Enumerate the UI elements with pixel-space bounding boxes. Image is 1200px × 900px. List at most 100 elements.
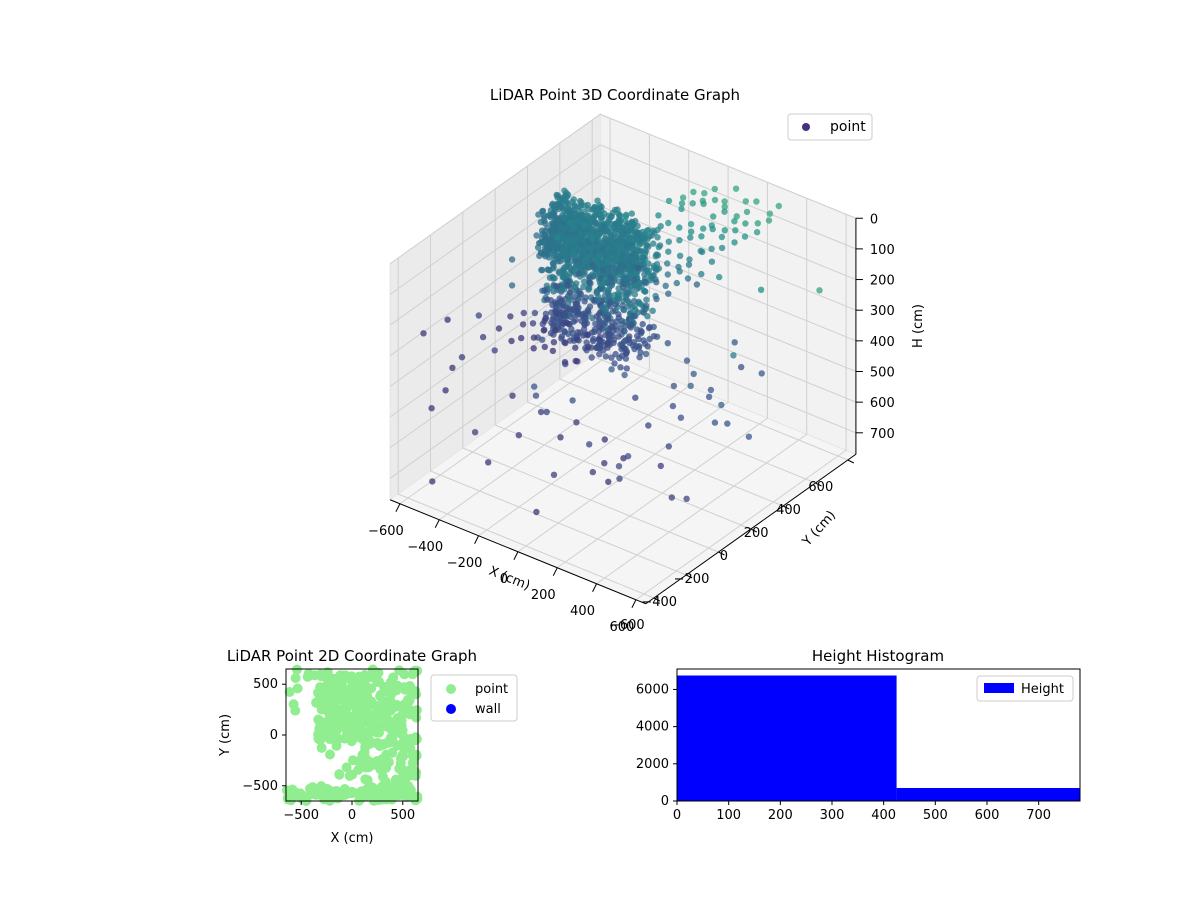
point-3d	[545, 251, 552, 258]
point-3d	[598, 280, 605, 288]
y-tick-label-3d: −200	[674, 572, 710, 587]
y-tick-label-hist: 4000	[636, 720, 669, 735]
point-3d	[698, 270, 705, 278]
point-2d	[361, 784, 372, 795]
point-2d	[405, 764, 416, 775]
x-tick-label-3d: 400	[570, 604, 595, 619]
point-3d	[564, 305, 571, 312]
point-3d	[589, 235, 596, 242]
point-3d	[442, 387, 449, 394]
point-3d	[585, 214, 593, 221]
x-tick-label-hist: 500	[923, 808, 948, 823]
point-3d	[491, 347, 498, 354]
point-3d	[569, 397, 576, 404]
point-3d	[654, 226, 661, 234]
point-3d	[718, 233, 726, 241]
point-3d	[724, 420, 731, 427]
point-3d	[649, 307, 656, 314]
x-tick-3d	[631, 599, 637, 608]
point-3d	[563, 263, 570, 270]
point-3d	[449, 364, 456, 371]
point-3d	[605, 339, 612, 346]
point-3d	[458, 354, 466, 361]
point-3d	[595, 231, 602, 238]
point-3d	[670, 382, 678, 390]
point-3d	[552, 310, 560, 317]
y-tick-label-3d: 200	[744, 526, 769, 541]
point-2d	[405, 733, 416, 744]
chart-title-2d: LiDAR Point 2D Coordinate Graph	[227, 647, 477, 665]
point-3d	[678, 200, 686, 207]
point-3d	[632, 394, 639, 401]
point-3d	[641, 250, 649, 258]
point-3d	[554, 258, 562, 265]
point-3d	[588, 354, 595, 361]
scatter-2d-plot: LiDAR Point 2D Coordinate Graph −500 0 500…	[218, 647, 518, 846]
y-tick-label-2d: 0	[270, 728, 278, 743]
point-3d	[685, 261, 693, 268]
point-3d	[551, 275, 558, 282]
point-3d	[535, 211, 542, 218]
x-tick-label-2d: 500	[390, 808, 415, 823]
point-2d	[412, 791, 423, 802]
point-3d	[745, 433, 753, 440]
point-3d	[665, 197, 673, 205]
point-3d	[589, 206, 596, 213]
point-3d	[679, 194, 687, 201]
point-3d	[757, 286, 765, 293]
point-3d	[509, 392, 516, 399]
point-3d	[534, 244, 542, 251]
z-axis-label-3d: H (cm)	[911, 304, 926, 348]
point-3d	[684, 275, 692, 282]
point-3d	[561, 225, 569, 232]
point-3d	[592, 212, 599, 219]
point-3d	[645, 422, 652, 429]
point-3d	[612, 350, 619, 358]
point-3d	[615, 463, 623, 470]
point-3d	[611, 221, 618, 228]
point-3d	[578, 231, 585, 238]
legend-marker-point-3d	[802, 123, 810, 131]
point-3d	[554, 252, 561, 260]
point-3d	[644, 235, 651, 242]
point-3d	[608, 366, 615, 373]
x-tick-3d	[513, 551, 519, 560]
point-3d	[545, 266, 552, 273]
point-3d	[619, 284, 627, 291]
point-3d	[639, 320, 646, 328]
point-3d	[553, 214, 560, 221]
point-2d	[383, 794, 394, 804]
x-tick-label-3d: −400	[407, 540, 443, 555]
point-3d	[562, 193, 569, 200]
point-3d	[572, 203, 579, 210]
point-3d	[664, 271, 671, 278]
point-3d	[665, 238, 672, 245]
point-3d	[549, 347, 557, 355]
point-3d	[562, 339, 569, 347]
point-3d	[668, 494, 675, 501]
point-3d	[541, 239, 548, 246]
point-3d	[608, 354, 615, 361]
point-2d	[401, 684, 412, 695]
point-3d	[632, 233, 640, 241]
point-3d	[566, 220, 573, 227]
z-tick-label-3d: 500	[870, 365, 895, 380]
point-3d	[689, 200, 696, 207]
point-3d	[586, 303, 594, 310]
point-2d	[315, 669, 326, 680]
point-2d	[349, 694, 360, 704]
point-3d	[581, 278, 588, 285]
point-3d	[629, 245, 637, 252]
point-3d	[653, 295, 660, 303]
point-3d	[538, 249, 545, 256]
point-3d	[550, 322, 557, 329]
legend-label-point-2d: point	[475, 682, 508, 697]
point-3d	[622, 355, 630, 362]
point-3d	[582, 257, 589, 264]
point-3d	[775, 202, 782, 210]
y-tick-3d	[718, 551, 725, 556]
point-3d	[605, 478, 612, 485]
point-3d	[690, 188, 697, 196]
gridline-x	[635, 214, 847, 601]
legend-2d: point wall	[430, 674, 518, 722]
